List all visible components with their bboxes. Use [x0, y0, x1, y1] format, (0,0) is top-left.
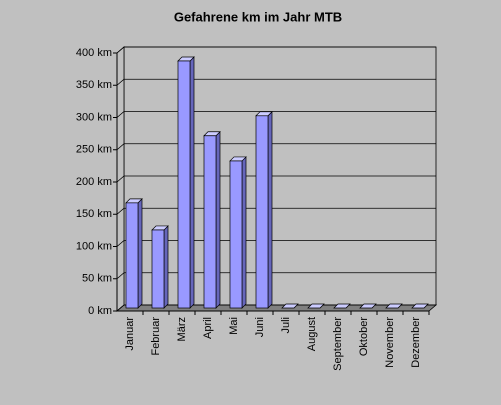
bar [255, 110, 273, 309]
x-tick-label: November [384, 317, 396, 368]
bar [385, 303, 403, 309]
bar [307, 303, 325, 309]
grid-line [116, 175, 436, 183]
bar [411, 303, 429, 309]
grid-line [116, 240, 436, 247]
grid-line [116, 46, 436, 54]
y-tick-label: 0 km [88, 305, 112, 317]
y-tick-label: 200 km [76, 176, 112, 188]
x-tick-label: Juli [280, 317, 292, 334]
grid-line [116, 207, 436, 215]
bar [203, 130, 221, 309]
y-tick-label: 300 km [76, 111, 112, 123]
bar [229, 156, 247, 309]
x-tick-label: Juni [254, 317, 266, 337]
x-tick-label: Oktober [358, 317, 370, 356]
grid-line [116, 78, 436, 86]
grid-line [116, 111, 436, 118]
x-tick-label: April [202, 317, 214, 339]
x-tick-label: August [306, 317, 318, 351]
bar [125, 198, 143, 309]
grid-line [116, 143, 436, 151]
x-tick-label: März [176, 317, 188, 341]
bar [177, 56, 195, 309]
x-tick-label: Dezember [410, 317, 422, 368]
bar [281, 303, 299, 309]
x-tick-label: Februar [150, 317, 162, 356]
grid-line [116, 304, 436, 312]
y-tick-label: 100 km [76, 240, 112, 252]
bar [359, 303, 377, 309]
x-tick-label: Januar [124, 317, 136, 351]
bar [151, 225, 169, 309]
grid-line [116, 272, 436, 280]
chart-title: Gefahrene km im Jahr MTB [174, 9, 342, 24]
x-tick-label: Mai [228, 317, 240, 335]
y-tick-label: 350 km [76, 79, 112, 91]
y-tick-label: 50 km [82, 273, 112, 285]
y-tick-label: 250 km [76, 144, 112, 156]
bar [333, 303, 351, 309]
x-tick-label: September [332, 317, 344, 371]
y-tick-label: 150 km [76, 208, 112, 220]
y-tick-label: 400 km [76, 47, 112, 59]
